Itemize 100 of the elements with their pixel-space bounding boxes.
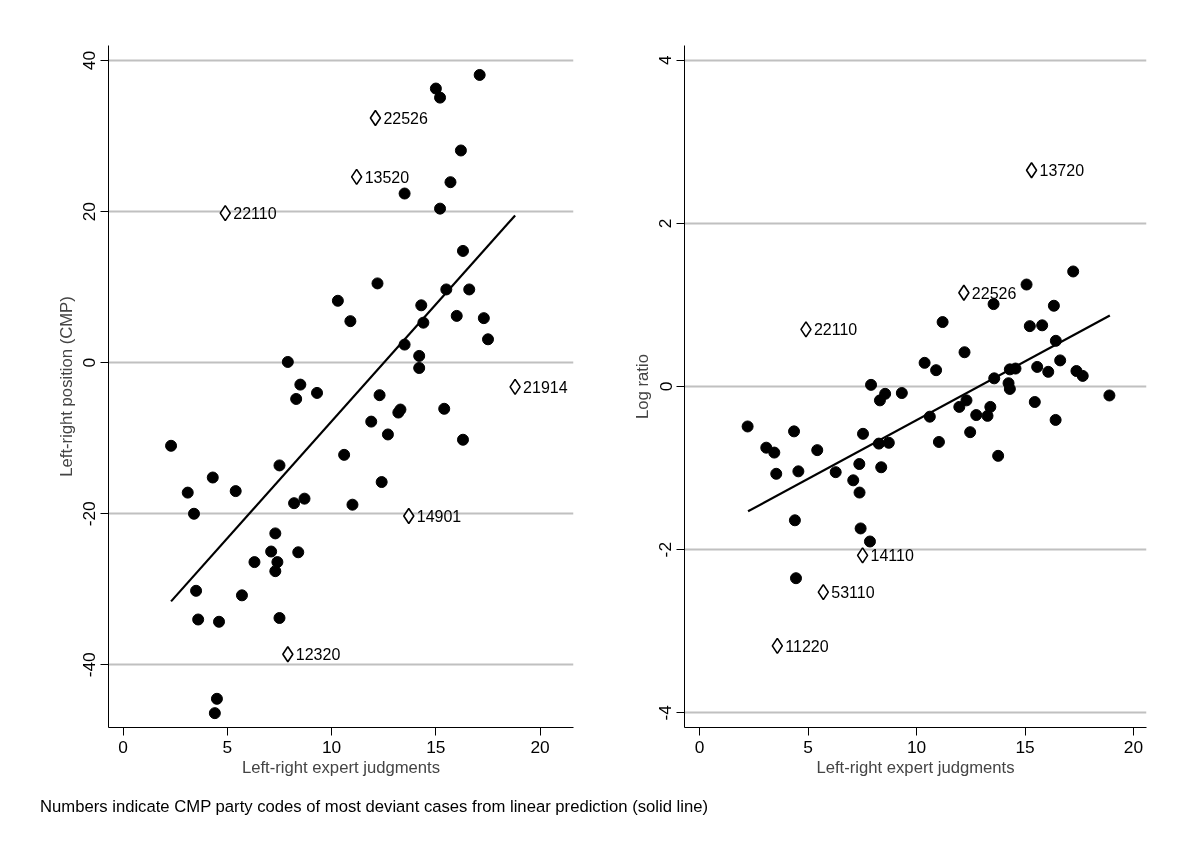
y-axis-title: Left-right position (CMP): [56, 296, 76, 477]
point: [192, 613, 205, 626]
point: [444, 176, 457, 189]
point: [918, 356, 931, 369]
point: [970, 409, 983, 422]
point: [987, 298, 1000, 311]
point: [365, 415, 378, 428]
point: [1025, 162, 1038, 179]
annotation: 12320: [295, 646, 341, 664]
point: [434, 202, 447, 215]
point: [1028, 396, 1041, 408]
point: [229, 485, 242, 498]
point: [273, 459, 286, 472]
x-tick-label: 20: [1123, 736, 1144, 757]
point: [456, 244, 469, 257]
point: [863, 535, 876, 548]
point: [219, 204, 232, 222]
point: [206, 471, 219, 484]
annotation: 14110: [870, 547, 914, 565]
point: [375, 476, 388, 489]
annotation: 13720: [1039, 162, 1085, 180]
x-tick-label: 10: [906, 736, 927, 757]
point: [311, 386, 324, 399]
point: [371, 277, 384, 290]
point: [895, 387, 908, 400]
annotation: 22110: [233, 205, 277, 223]
point: [1023, 320, 1036, 333]
point: [208, 707, 221, 720]
y-tick-label: -2: [655, 541, 676, 558]
point: [853, 486, 866, 499]
point: [847, 474, 860, 487]
point: [770, 467, 783, 480]
x-axis-title: Left-right expert judgments: [816, 757, 1015, 777]
point: [271, 556, 284, 569]
point: [210, 692, 223, 705]
point: [373, 389, 386, 402]
point: [1103, 389, 1116, 402]
point: [811, 444, 824, 457]
point: [269, 565, 282, 578]
point: [338, 448, 351, 461]
point: [1031, 360, 1044, 373]
y-tick-label: -40: [79, 652, 100, 678]
y-tick-label: 40: [79, 50, 100, 71]
annotation: 11220: [785, 637, 829, 655]
point: [456, 433, 469, 446]
point: [1076, 369, 1089, 382]
point: [187, 507, 200, 520]
point: [854, 522, 867, 535]
point: [290, 392, 303, 405]
point: [381, 428, 394, 441]
point: [792, 465, 805, 478]
point: [438, 402, 451, 415]
x-tick-label: 0: [694, 736, 705, 757]
text: Numbers indicate CMP party codes of most deviant cases from linear prediction (solid line): [40, 796, 709, 818]
point: [1042, 365, 1055, 378]
point: [331, 294, 344, 307]
point: [273, 612, 286, 624]
x-tick-label: 5: [222, 736, 233, 757]
point: [1049, 413, 1062, 426]
point: [181, 486, 194, 499]
x-tick-label: 15: [426, 736, 446, 757]
point: [1020, 278, 1033, 291]
annotation: 22526: [383, 110, 428, 127]
point: [879, 387, 892, 400]
point: [788, 514, 801, 527]
point: [265, 545, 278, 558]
point: [413, 362, 426, 374]
y-tick-label: 4: [655, 55, 676, 65]
y-axis-title: Log ratio: [632, 354, 652, 419]
point: [344, 315, 357, 328]
x-tick-label: 10: [321, 736, 342, 757]
y-tick-label: -4: [655, 704, 676, 721]
x-tick-label: 5: [803, 736, 813, 757]
point: [288, 497, 301, 510]
point: [190, 584, 203, 597]
point: [1054, 354, 1067, 367]
point: [1047, 299, 1060, 312]
point: [463, 283, 476, 296]
y-tick-label: -20: [79, 501, 100, 527]
y-tick-label: 0: [79, 357, 100, 368]
point: [269, 527, 282, 540]
point: [402, 507, 415, 525]
point: [369, 109, 382, 127]
point: [853, 458, 866, 470]
y-tick-label: 2: [655, 218, 676, 229]
point: [281, 355, 294, 368]
x-axis-title: Left-right expert judgments: [241, 757, 441, 777]
point: [771, 637, 784, 655]
annotation: 22110: [813, 321, 858, 339]
annotation: 14901: [416, 508, 462, 526]
annotation: 53110: [831, 584, 875, 602]
x-tick-label: 0: [118, 736, 128, 757]
point: [235, 589, 248, 602]
point: [857, 427, 870, 440]
point: [964, 426, 977, 439]
x-tick-label: 20: [530, 736, 550, 757]
point: [429, 82, 442, 95]
point: [992, 449, 1005, 462]
point: [165, 439, 178, 452]
point: [398, 187, 411, 200]
